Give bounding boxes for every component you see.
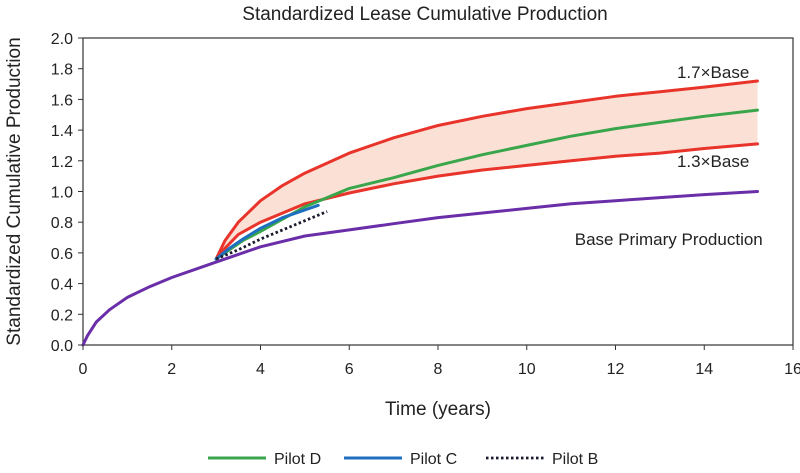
legend-label-pilot-d: Pilot D [274, 451, 321, 468]
legend-label-pilot-b: Pilot B [552, 451, 598, 468]
x-tick-label: 0 [79, 361, 88, 378]
legend-label-pilot-c: Pilot C [410, 451, 457, 468]
y-tick-label: 0.0 [51, 338, 73, 355]
series-line-1-7-base [214, 79, 759, 261]
x-tick-label: 14 [695, 361, 713, 378]
x-tick-label: 6 [345, 361, 354, 378]
x-tick-label: 12 [607, 361, 625, 378]
x-tick-label: 2 [167, 361, 176, 378]
x-tick-label: 4 [256, 361, 265, 378]
y-tick-label: 0.6 [51, 246, 73, 263]
y-tick-label: 0.2 [51, 307, 73, 324]
y-tick-label: 1.0 [51, 185, 73, 202]
series-line-1-3-base [214, 142, 759, 261]
series-line-pilot-b [215, 210, 328, 261]
plot-frame [82, 37, 794, 346]
annotation-1-3-base: 1.3×Base [677, 152, 749, 171]
x-tick-label: 8 [434, 361, 443, 378]
y-axis-label: Standardized Cumulative Production [4, 37, 25, 345]
y-tick-label: 1.8 [51, 62, 73, 79]
y-tick-label: 0.4 [51, 277, 73, 294]
y-tick-label: 2.0 [51, 31, 73, 48]
y-tick-label: 0.8 [51, 215, 73, 232]
y-tick-label: 1.6 [51, 92, 73, 109]
series-line-pilot-c [214, 203, 320, 261]
chart-title: Standardized Lease Cumulative Production [242, 4, 607, 25]
annotation-base-primary-production: Base Primary Production [575, 230, 763, 249]
annotation-1-7-base: 1.7×Base [677, 63, 749, 82]
x-tick-label: 10 [518, 361, 536, 378]
range-band [216, 81, 758, 259]
y-tick-label: 1.2 [51, 154, 73, 171]
series-line-pilot-d [214, 108, 759, 261]
y-tick-label: 1.4 [51, 123, 73, 140]
series-line-base-primary-production [81, 190, 759, 347]
x-axis-label: Time (years) [385, 399, 491, 420]
x-tick-label: 16 [784, 361, 800, 378]
